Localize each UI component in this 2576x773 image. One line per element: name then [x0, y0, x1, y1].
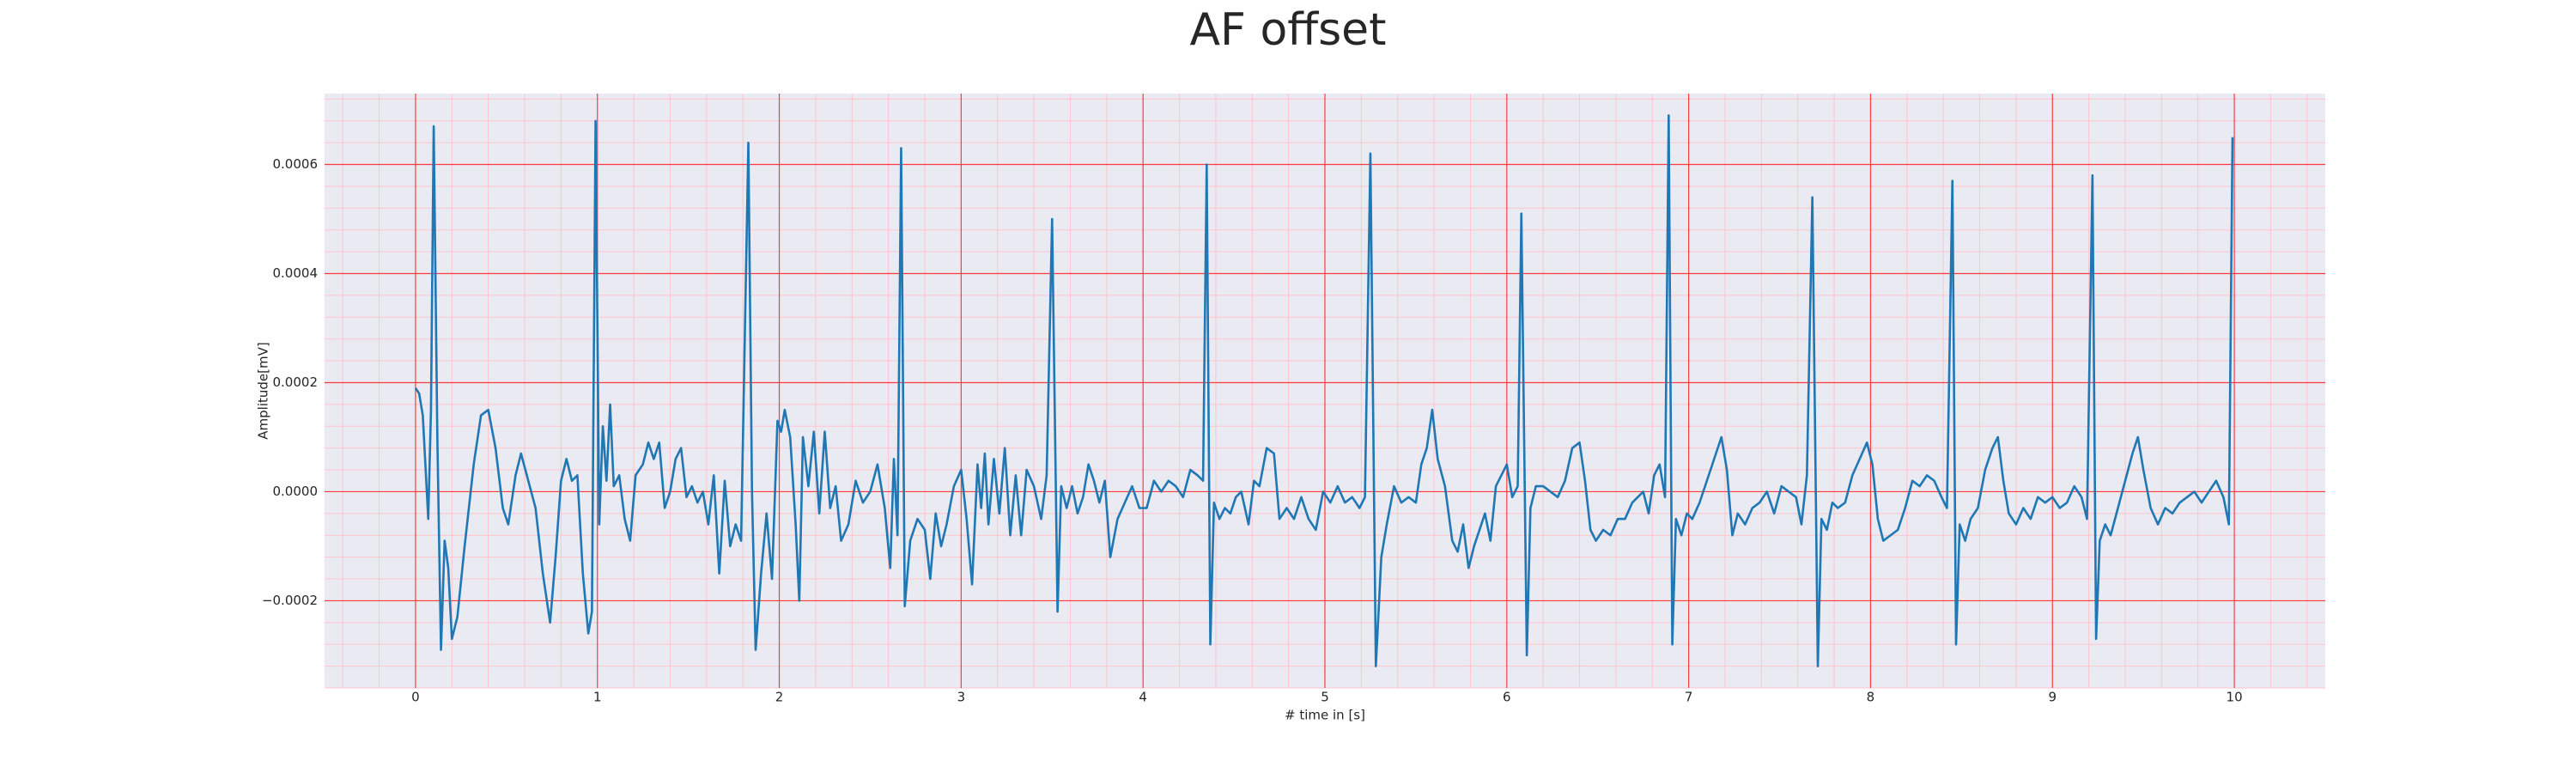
y-tick-label: −0.0002	[262, 593, 318, 608]
y-tick-label: 0.0006	[273, 156, 319, 172]
x-tick-label: 6	[1503, 690, 1511, 705]
x-tick-label: 8	[1867, 690, 1875, 705]
y-tick-label: 0.0002	[273, 374, 319, 390]
y-axis-label: Amplitude[mV]	[256, 342, 271, 439]
x-tick-label: 1	[593, 690, 602, 705]
x-tick-label: 2	[775, 690, 784, 705]
x-tick-label: 9	[2048, 690, 2057, 705]
x-tick-label: 10	[2227, 690, 2243, 705]
y-tick-label: 0.0004	[273, 265, 319, 281]
signal-line	[414, 114, 2234, 667]
x-tick-label: 3	[957, 690, 966, 705]
x-tick-label: 4	[1139, 690, 1147, 705]
x-tick-label: 5	[1321, 690, 1329, 705]
x-axis-label: # time in [s]	[1285, 708, 1365, 723]
chart-title: AF offset	[1189, 4, 1386, 56]
x-tick-label: 0	[411, 690, 420, 705]
x-tick-label: 7	[1685, 690, 1693, 705]
y-tick-label: 0.0000	[273, 484, 319, 499]
